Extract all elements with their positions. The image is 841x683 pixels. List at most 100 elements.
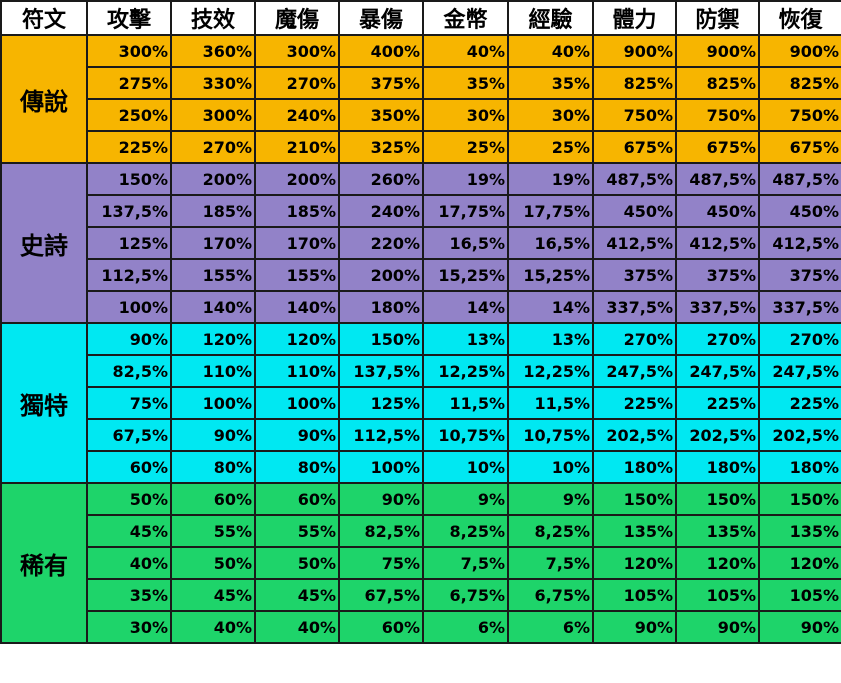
value-cell: 135% bbox=[675, 514, 760, 548]
value-cell: 60% bbox=[170, 482, 256, 516]
value-cell: 6% bbox=[507, 610, 594, 644]
table-row: 137,5% 185% 185% 240% 17,75% 17,75% 450% 450% 45… bbox=[1, 194, 841, 228]
value-cell: 137,5% bbox=[338, 354, 424, 388]
table-row: 40% 50% 50% 75% 7,5% 7,5% 120% 120% 120% bbox=[1, 546, 841, 580]
value-cell: 30% bbox=[507, 98, 594, 132]
value-cell: 260% bbox=[338, 162, 424, 196]
value-cell: 105% bbox=[675, 578, 760, 612]
value-cell: 270% bbox=[592, 322, 677, 356]
value-cell: 135% bbox=[758, 514, 841, 548]
header-rune: 符文 bbox=[0, 0, 88, 36]
value-cell: 200% bbox=[338, 258, 424, 292]
value-cell: 185% bbox=[170, 194, 256, 228]
value-cell: 19% bbox=[507, 162, 594, 196]
value-cell: 12,25% bbox=[422, 354, 509, 388]
value-cell: 200% bbox=[170, 162, 256, 196]
value-cell: 150% bbox=[338, 322, 424, 356]
value-cell: 240% bbox=[338, 194, 424, 228]
value-cell: 487,5% bbox=[592, 162, 677, 196]
value-cell: 225% bbox=[86, 130, 172, 164]
value-cell: 35% bbox=[507, 66, 594, 100]
value-cell: 120% bbox=[675, 546, 760, 580]
value-cell: 6,75% bbox=[422, 578, 509, 612]
rune-stats-table: 符文 攻擊 技效 魔傷 暴傷 金幣 經驗 體力 防禦 恢復 傳說 300% 360%… bbox=[0, 0, 841, 644]
table-row: 125% 170% 170% 220% 16,5% 16,5% 412,5% 412,5% 41… bbox=[1, 226, 841, 260]
header-recovery: 恢復 bbox=[758, 0, 841, 36]
header-defense: 防禦 bbox=[675, 0, 760, 36]
value-cell: 7,5% bbox=[422, 546, 509, 580]
value-cell: 45% bbox=[86, 514, 172, 548]
value-cell: 487,5% bbox=[675, 162, 760, 196]
value-cell: 125% bbox=[86, 226, 172, 260]
value-cell: 170% bbox=[170, 226, 256, 260]
value-cell: 13% bbox=[507, 322, 594, 356]
value-cell: 17,75% bbox=[507, 194, 594, 228]
value-cell: 900% bbox=[675, 34, 760, 68]
header-gold: 金幣 bbox=[422, 0, 509, 36]
value-cell: 90% bbox=[592, 610, 677, 644]
value-cell: 14% bbox=[507, 290, 594, 324]
table-row: 112,5% 155% 155% 200% 15,25% 15,25% 375% 375% 37… bbox=[1, 258, 841, 292]
value-cell: 900% bbox=[592, 34, 677, 68]
value-cell: 180% bbox=[675, 450, 760, 484]
header-skill-effect: 技效 bbox=[170, 0, 256, 36]
table-row: 稀有 50% 60% 60% 90% 9% 9% 150% 150% 150% bbox=[0, 482, 841, 644]
value-cell: 8,25% bbox=[422, 514, 509, 548]
value-cell: 45% bbox=[170, 578, 256, 612]
value-cell: 82,5% bbox=[338, 514, 424, 548]
value-cell: 75% bbox=[338, 546, 424, 580]
value-cell: 325% bbox=[338, 130, 424, 164]
value-cell: 100% bbox=[338, 450, 424, 484]
value-cell: 16,5% bbox=[422, 226, 509, 260]
value-cell: 202,5% bbox=[592, 418, 677, 452]
value-cell: 120% bbox=[592, 546, 677, 580]
value-cell: 180% bbox=[592, 450, 677, 484]
value-cell: 40% bbox=[170, 610, 256, 644]
value-cell: 112,5% bbox=[86, 258, 172, 292]
value-cell: 375% bbox=[338, 66, 424, 100]
value-cell: 247,5% bbox=[592, 354, 677, 388]
value-cell: 270% bbox=[675, 322, 760, 356]
value-cell: 170% bbox=[254, 226, 340, 260]
header-row: 符文 攻擊 技效 魔傷 暴傷 金幣 經驗 體力 防禦 恢復 bbox=[0, 0, 841, 36]
value-cell: 90% bbox=[758, 610, 841, 644]
value-cell: 300% bbox=[170, 98, 256, 132]
table-row: 史詩 150% 200% 200% 260% 19% 19% 487,5% 487,5% 487,… bbox=[0, 162, 841, 324]
value-cell: 825% bbox=[592, 66, 677, 100]
value-cell: 55% bbox=[170, 514, 256, 548]
value-cell: 150% bbox=[758, 482, 841, 516]
value-cell: 25% bbox=[507, 130, 594, 164]
value-cell: 8,25% bbox=[507, 514, 594, 548]
value-cell: 300% bbox=[86, 34, 172, 68]
header-attack: 攻擊 bbox=[86, 0, 172, 36]
value-cell: 750% bbox=[592, 98, 677, 132]
value-cell: 750% bbox=[758, 98, 841, 132]
value-cell: 9% bbox=[422, 482, 509, 516]
value-cell: 19% bbox=[422, 162, 509, 196]
value-cell: 110% bbox=[170, 354, 256, 388]
value-cell: 125% bbox=[338, 386, 424, 420]
value-cell: 247,5% bbox=[675, 354, 760, 388]
value-cell: 15,25% bbox=[507, 258, 594, 292]
value-cell: 82,5% bbox=[86, 354, 172, 388]
value-cell: 400% bbox=[338, 34, 424, 68]
value-cell: 50% bbox=[170, 546, 256, 580]
value-cell: 412,5% bbox=[758, 226, 841, 260]
value-cell: 60% bbox=[254, 482, 340, 516]
header-crit-damage: 暴傷 bbox=[338, 0, 424, 36]
value-cell: 90% bbox=[86, 322, 172, 356]
value-cell: 270% bbox=[254, 66, 340, 100]
table-row: 82,5% 110% 110% 137,5% 12,25% 12,25% 247,5% 247… bbox=[1, 354, 841, 388]
table-row: 傳說 300% 360% 300% 400% 40% 40% 900% 900% 900% bbox=[0, 34, 841, 164]
value-cell: 825% bbox=[675, 66, 760, 100]
table-row: 225% 270% 210% 325% 25% 25% 675% 675% 675% bbox=[1, 130, 841, 164]
value-cell: 275% bbox=[86, 66, 172, 100]
value-cell: 100% bbox=[86, 290, 172, 324]
value-cell: 30% bbox=[86, 610, 172, 644]
value-cell: 110% bbox=[254, 354, 340, 388]
value-cell: 487,5% bbox=[758, 162, 841, 196]
value-cell: 90% bbox=[675, 610, 760, 644]
value-cell: 155% bbox=[254, 258, 340, 292]
value-cell: 140% bbox=[170, 290, 256, 324]
value-cell: 10% bbox=[507, 450, 594, 484]
